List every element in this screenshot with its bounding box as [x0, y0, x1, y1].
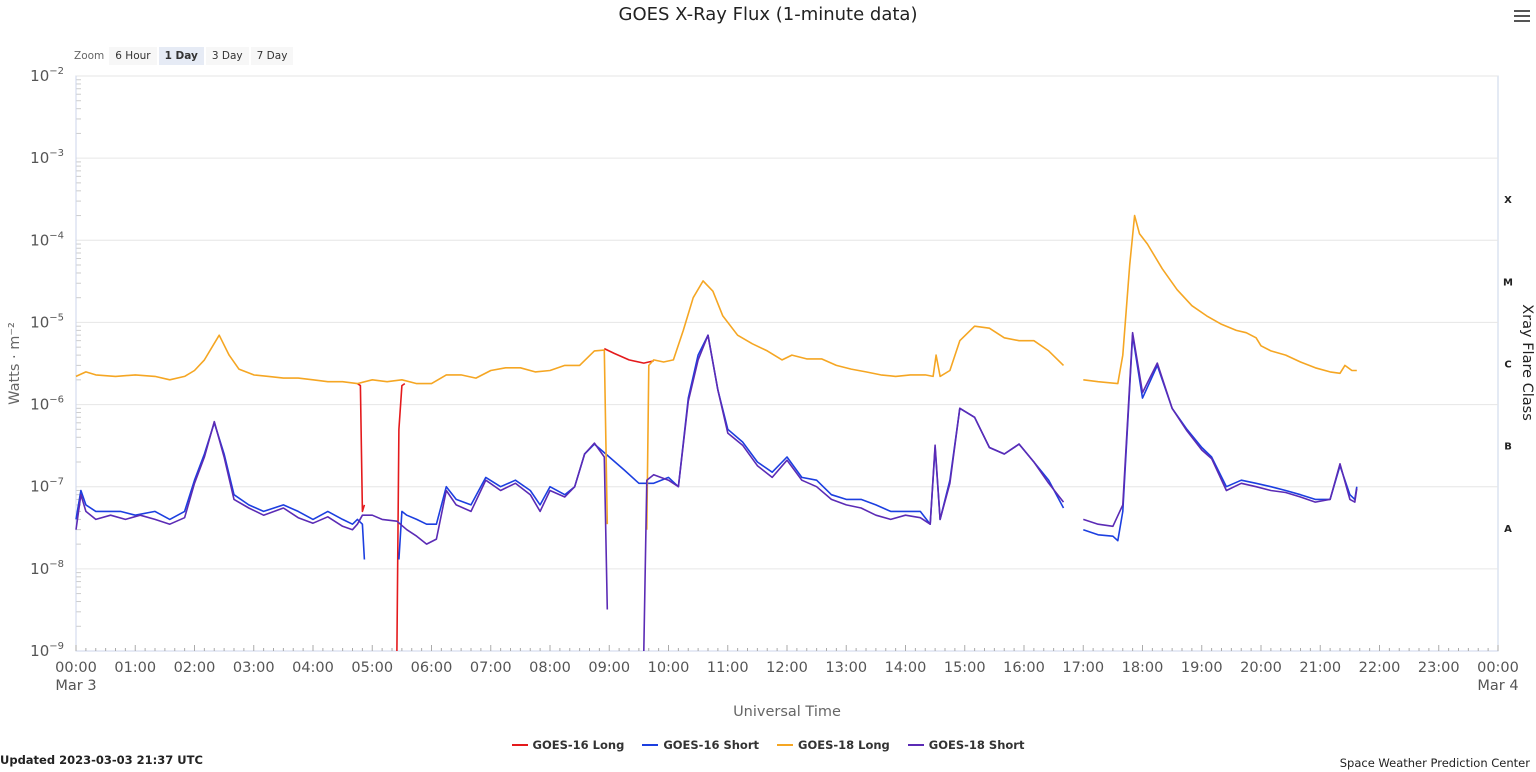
- x-tick-label: 21:00: [1299, 660, 1341, 676]
- series-line-goes-18-short: [75, 420, 609, 610]
- x-tick-label: 20:00: [1240, 660, 1282, 676]
- zoom-7-day-button[interactable]: 7 Day: [250, 47, 294, 65]
- legend-label: GOES-16 Short: [663, 738, 759, 752]
- x-tick-label: 18:00: [1122, 660, 1164, 676]
- y-tick-label: 10−3: [30, 148, 64, 167]
- x-tick-label: 13:00: [825, 660, 867, 676]
- zoom-6-hour-button[interactable]: 6 Hour: [109, 47, 157, 65]
- x-tick-label: 14:00: [885, 660, 927, 676]
- series-line-goes-16-long: [396, 382, 406, 652]
- y-tick-label: 10−8: [30, 559, 64, 578]
- hamburger-menu-icon[interactable]: [1514, 8, 1530, 22]
- legend-item-goes18-short[interactable]: GOES-18 Short: [907, 738, 1025, 752]
- zoom-label: Zoom: [74, 50, 105, 62]
- legend-swatch: [511, 744, 528, 746]
- series-line-goes-16-long: [356, 382, 366, 513]
- y2-axis-title: Xray Flare Class: [1519, 304, 1535, 421]
- legend-label: GOES-18 Short: [928, 738, 1025, 752]
- zoom-1-day-button[interactable]: 1 Day: [158, 47, 204, 65]
- x-tick-label: 19:00: [1181, 660, 1223, 676]
- x-tick-label: 22:00: [1359, 660, 1401, 676]
- x-tick-label: 10:00: [648, 660, 690, 676]
- zoom-3-day-button[interactable]: 3 Day: [205, 47, 249, 65]
- series-line-goes-16-long: [603, 347, 654, 364]
- series-line-goes-18-short: [643, 334, 1065, 652]
- updated-timestamp: Updated 2023-03-03 21:37 UTC: [0, 753, 203, 767]
- y-tick-label: 10−7: [30, 477, 64, 496]
- x-tick-label: 09:00: [588, 660, 630, 676]
- x-tick-label: 01:00: [114, 660, 156, 676]
- legend-swatch: [907, 744, 924, 746]
- legend-swatch: [777, 744, 793, 746]
- flare-class-label: M: [1503, 277, 1513, 288]
- x-tick-label: 05:00: [351, 660, 393, 676]
- series-line-goes-18-long: [1083, 214, 1357, 385]
- series-line-goes-18-long: [75, 334, 609, 525]
- x-tick-label: 07:00: [470, 660, 512, 676]
- flare-class-label: X: [1504, 195, 1512, 206]
- x-tick-label: 03:00: [233, 660, 275, 676]
- y-tick-label: 10−5: [30, 312, 64, 331]
- x-tick-label: 00:00: [1477, 660, 1519, 676]
- flare-class-label: C: [1504, 360, 1511, 371]
- x-tick-label: 12:00: [766, 660, 808, 676]
- legend-label: GOES-16 Long: [532, 738, 625, 752]
- x-tick-label: 08:00: [529, 660, 571, 676]
- plot-area: [75, 75, 1499, 652]
- legend-item-goes16-short[interactable]: GOES-16 Short: [642, 738, 759, 752]
- x-tick-label: 17:00: [1062, 660, 1104, 676]
- y-axis-title: Watts · m⁻²: [7, 322, 23, 405]
- legend: GOES-16 Long GOES-16 Short GOES-18 Long …: [0, 738, 1536, 752]
- legend-item-goes18-long[interactable]: GOES-18 Long: [777, 738, 890, 752]
- x-tick-label: 15:00: [944, 660, 986, 676]
- x-tick-sublabel-last: Mar 4: [1477, 678, 1518, 694]
- x-axis-title: Universal Time: [733, 704, 841, 720]
- x-tick-sublabel-first: Mar 3: [55, 678, 96, 694]
- flare-class-label: A: [1504, 524, 1512, 535]
- zoom-selector: Zoom 6 Hour 1 Day 3 Day 7 Day: [74, 46, 295, 66]
- x-tick-label: 06:00: [411, 660, 453, 676]
- series-line-goes-18-short: [1083, 331, 1358, 528]
- x-tick-label: 00:00: [55, 660, 97, 676]
- series-line-goes-16-short: [1083, 334, 1358, 542]
- x-tick-label: 02:00: [174, 660, 216, 676]
- legend-label: GOES-18 Long: [798, 738, 890, 752]
- x-tick-label: 11:00: [707, 660, 749, 676]
- y-tick-label: 10−9: [30, 641, 64, 660]
- x-tick-label: 04:00: [292, 660, 334, 676]
- y-tick-label: 10−6: [30, 395, 64, 414]
- legend-swatch: [642, 744, 659, 746]
- x-tick-label: 23:00: [1418, 660, 1460, 676]
- flare-class-label: B: [1504, 442, 1512, 453]
- y-tick-label: 10−4: [30, 230, 64, 249]
- credit-text: Space Weather Prediction Center: [1339, 756, 1530, 770]
- x-tick-label: 16:00: [1003, 660, 1045, 676]
- chart-title: GOES X-Ray Flux (1-minute data): [618, 4, 918, 25]
- y-tick-label: 10−2: [30, 66, 64, 85]
- legend-item-goes16-long[interactable]: GOES-16 Long: [511, 738, 625, 752]
- series-line-goes-18-long: [646, 280, 1065, 530]
